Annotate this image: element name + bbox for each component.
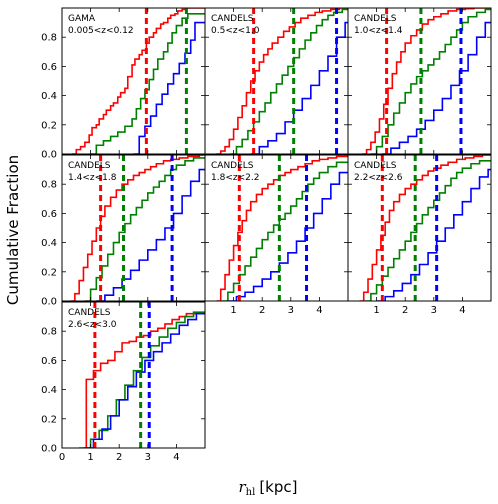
y-tick-label: 0.8 [41,327,57,338]
x-tick-label: 3 [288,305,294,316]
panel-label-redshift: 1.0<z<1.4 [354,26,403,36]
panel-c3: 0.0 0.2 0.4 0.6 0.8 CANDELS 1.4<z<1.8 [41,154,206,308]
y-tick-label: 0.0 [41,444,57,455]
panel-background [62,8,205,154]
panel-label-redshift: 1.8<z<2.2 [211,173,259,183]
panels-group: 0.00.20.40.60.8GAMA0.005<z<0.12CANDELS0.… [41,7,492,463]
x-axis-label-unit: [kpc] [259,478,297,496]
cdf-line-red [216,155,348,301]
x-axis-label-math: r [239,478,247,496]
panel-label-redshift: 0.5<z<1.0 [211,26,260,36]
y-tick-label: 0.2 [41,414,57,425]
panel-c1: CANDELS 0.5<z<1.0 [204,7,349,155]
cdf-line-blue [133,21,205,154]
y-tick-label: 0.6 [41,209,57,220]
cdf-line-red [359,155,491,301]
x-tick-label: 1 [373,305,379,316]
x-tick-label: 0 [59,452,65,463]
x-tick-label: 1 [230,305,236,316]
panel-label-survey: GAMA [68,14,96,24]
y-axis-label: Cumulative Fraction [4,155,22,305]
x-tick-label: 4 [459,305,465,316]
panel-plot-area [70,155,205,301]
panel-frame [347,7,492,155]
panel-plot-area [362,8,491,154]
panel-plot-area [72,8,205,154]
x-axis-label: rhl [kpc] [239,478,298,498]
x-tick-label: 1 [87,452,93,463]
y-tick-label: 0.8 [41,33,57,44]
x-tick-label: 2 [259,305,265,316]
x-tick-label: 2 [402,305,408,316]
panel-label-survey: CANDELS [354,14,397,24]
panel-c2: CANDELS 1.0<z<1.4 [347,7,492,155]
cdf-line-red [72,8,205,154]
cdf-line-blue [96,168,205,301]
panel-gama: 0.0 0.2 0.4 0.6 0.8 GAMA 0.005<z<0.12 [41,7,206,161]
y-tick-label: 0.6 [41,356,57,367]
panel-c5: 1 2 3 4 CANDELS 2.2<z<2.6 [347,154,492,316]
x-tick-label: 4 [173,452,179,463]
panel-label-redshift: 2.6<z<3.0 [68,320,117,330]
panel-label-survey: CANDELS [211,161,254,171]
panel-frame [347,154,492,302]
x-tick-label: 3 [145,452,151,463]
cdf-line-red [362,8,491,154]
cdf-line-red [79,312,205,448]
y-tick-label: 0.2 [41,267,57,278]
cdf-line-blue [227,171,348,301]
panel-c4: 1 2 3 4 CANDELS 1.8<z<2.2 [204,154,349,316]
panel-plot-area [216,8,348,154]
cdf-line-blue [382,21,491,154]
panel-label-survey: CANDELS [68,161,111,171]
cdf-line-green [84,157,205,301]
y-tick-label: 0.4 [41,385,57,396]
panel-label-redshift: 1.4<z<1.8 [68,173,117,183]
cdf-line-green [370,8,491,154]
cdf-line-red [216,8,348,154]
panel-label-survey: CANDELS [354,161,397,171]
y-tick-label: 0.0 [41,150,57,161]
panel-plot-area [359,155,491,301]
y-tick-label: 0.4 [41,91,57,102]
x-tick-label: 2 [116,452,122,463]
y-tick-label: 0.0 [41,297,57,308]
panel-plot-area [79,302,205,448]
panel-label-redshift: 0.005<z<0.12 [68,26,134,36]
cdf-line-green [230,8,348,154]
panel-label-redshift: 2.2<z<2.6 [354,173,403,183]
panel-c6: 0 1 2 3 4 0.0 0.2 0.4 0.6 0.8 CANDELS 2.6<z<3.0 [41,301,206,463]
x-tick-label: 3 [431,305,437,316]
cdf-line-green [365,160,491,301]
panel-label-survey: CANDELS [211,14,254,24]
y-tick-label: 0.8 [41,180,57,191]
x-tick-label: 4 [316,305,322,316]
y-tick-label: 0.6 [41,62,57,73]
panel-background [205,8,348,154]
x-axis-label-sub: hl [246,487,256,498]
panel-frame [61,301,206,449]
y-tick-label: 0.2 [41,120,57,131]
cdf-line-blue [84,312,205,448]
cdf-line-green [222,161,348,301]
panel-plot-area [216,155,348,301]
y-tick-label: 0.4 [41,238,57,249]
panel-label-survey: CANDELS [68,308,111,318]
